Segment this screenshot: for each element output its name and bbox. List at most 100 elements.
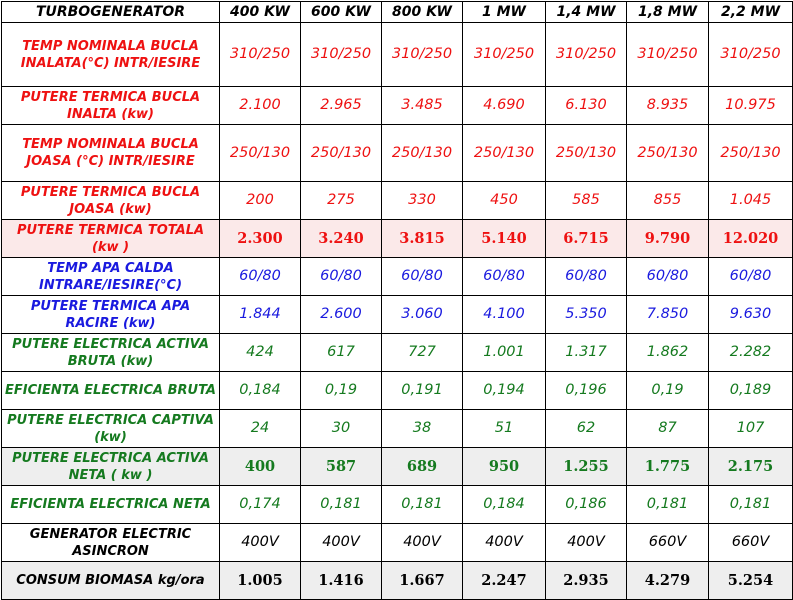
table-cell: 400 [219,447,301,486]
table-cell: 4.690 [462,86,546,125]
header-row: TURBOGENERATOR 400 KW 600 KW 800 KW 1 MW… [1,1,793,23]
table-cell: 1.317 [545,333,627,372]
row-label: TEMP APA CALDA INTRARE/IESIRE(°C) [1,257,220,296]
table-cell: 587 [300,447,382,486]
table-cell: 400V [545,523,627,562]
table-cell: 0,191 [381,371,463,410]
table-cell: 250/130 [462,124,546,182]
table-cell: 5.140 [462,219,546,258]
table-cell: 250/130 [545,124,627,182]
table-cell: 660V [708,523,793,562]
row-label: TEMP NOMINALA BUCLA JOASA (°C) INTR/IESI… [1,124,220,182]
table-cell: 60/80 [626,257,709,296]
table-cell: 310/250 [545,22,627,87]
table-cell: 617 [300,333,382,372]
header-1-8mw: 1,8 MW [626,1,709,23]
table-body: TEMP NOMINALA BUCLA INALATA(°C) INTR/IES… [1,22,793,600]
table-cell: 60/80 [708,257,793,296]
table-cell: 0,184 [219,371,301,410]
table-cell: 1.255 [545,447,627,486]
table-row: PUTERE TERMICA BUCLA INALTA (kw) 2.100 2.9… [1,86,793,125]
row-label: PUTERE ELECTRICA CAPTIVA (kw) [1,409,220,448]
table-cell: 3.240 [300,219,382,258]
table-cell: 24 [219,409,301,448]
table-cell: 1.844 [219,295,301,334]
row-label: PUTERE TERMICA APA RACIRE (kw) [1,295,220,334]
table-cell: 7.850 [626,295,709,334]
table-cell: 9.630 [708,295,793,334]
table-cell: 3.815 [381,219,463,258]
table-cell: 4.279 [626,561,709,600]
table-cell: 950 [462,447,546,486]
header-600kw: 600 KW [300,1,382,23]
table-cell: 0,196 [545,371,627,410]
table-cell: 60/80 [300,257,382,296]
header-1mw: 1 MW [462,1,546,23]
row-label: PUTERE ELECTRICA ACTIVA NETA ( kw ) [1,447,220,486]
table-cell: 660V [626,523,709,562]
table-cell: 0,194 [462,371,546,410]
table-cell: 250/130 [219,124,301,182]
table-cell: 6.715 [545,219,627,258]
table-cell: 1.001 [462,333,546,372]
table-row: TEMP NOMINALA BUCLA INALATA(°C) INTR/IES… [1,22,793,87]
table-row: PUTERE ELECTRICA CAPTIVA (kw) 24 30 38 51 62 8… [1,409,793,448]
table-cell: 400V [300,523,382,562]
table-cell: 2.282 [708,333,793,372]
header-1-4mw: 1,4 MW [545,1,627,23]
table-cell: 38 [381,409,463,448]
table-cell: 2.175 [708,447,793,486]
table-cell: 0,174 [219,485,301,524]
table-cell: 2.247 [462,561,546,600]
table-cell: 200 [219,181,301,220]
table-row: TEMP APA CALDA INTRARE/IESIRE(°C) 60/80 60… [1,257,793,296]
table-cell: 0,19 [626,371,709,410]
row-label: PUTERE ELECTRICA ACTIVA BRUTA (kw) [1,333,220,372]
table-cell: 310/250 [708,22,793,87]
table-cell: 0,181 [381,485,463,524]
table-row: EFICIENTA ELECTRICA NETA 0,174 0,181 0,181 0… [1,485,793,524]
table-cell: 6.130 [545,86,627,125]
table-cell: 5.254 [708,561,793,600]
row-label: GENERATOR ELECTRIC ASINCRON [1,523,220,562]
table-cell: 400V [219,523,301,562]
table-cell: 87 [626,409,709,448]
header-400kw: 400 KW [219,1,301,23]
table-cell: 250/130 [300,124,382,182]
table-cell: 9.790 [626,219,709,258]
table-row: PUTERE TERMICA TOTALA (kw ) 2.300 3.240 3.8… [1,219,793,258]
table-cell: 62 [545,409,627,448]
table-cell: 1.667 [381,561,463,600]
table-cell: 3.485 [381,86,463,125]
table-cell: 1.045 [708,181,793,220]
table-cell: 275 [300,181,382,220]
table-cell: 60/80 [545,257,627,296]
table-cell: 424 [219,333,301,372]
table-row: GENERATOR ELECTRIC ASINCRON 400V 400V 400V 4… [1,523,793,562]
row-label: EFICIENTA ELECTRICA NETA [1,485,220,524]
table-cell: 2.935 [545,561,627,600]
table-cell: 0,181 [708,485,793,524]
table-cell: 0,19 [300,371,382,410]
table-row: PUTERE TERMICA APA RACIRE (kw) 1.844 2.600… [1,295,793,334]
table-cell: 250/130 [381,124,463,182]
row-label: EFICIENTA ELECTRICA BRUTA [1,371,220,410]
table-cell: 310/250 [462,22,546,87]
table-cell: 727 [381,333,463,372]
table-cell: 12.020 [708,219,793,258]
table-cell: 1.416 [300,561,382,600]
table-cell: 2.600 [300,295,382,334]
table-cell: 310/250 [300,22,382,87]
table-cell: 0,189 [708,371,793,410]
table-cell: 1.775 [626,447,709,486]
row-label: CONSUM BIOMASA kg/ora [1,561,220,600]
table-cell: 450 [462,181,546,220]
table-cell: 310/250 [381,22,463,87]
table-cell: 51 [462,409,546,448]
table-cell: 0,186 [545,485,627,524]
table-cell: 1.862 [626,333,709,372]
table-cell: 10.975 [708,86,793,125]
table-cell: 107 [708,409,793,448]
table-cell: 60/80 [462,257,546,296]
